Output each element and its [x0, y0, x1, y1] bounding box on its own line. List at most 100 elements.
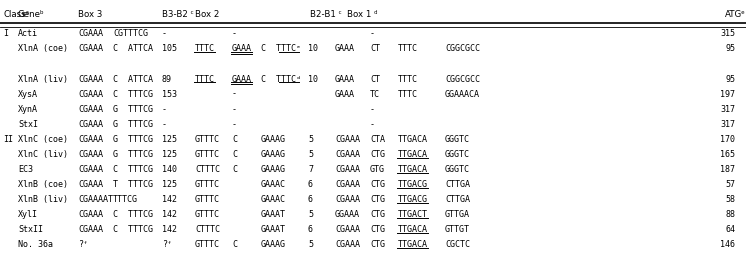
Text: 10: 10 [308, 75, 318, 83]
Text: Geneᵇ: Geneᵇ [18, 10, 45, 19]
Text: CGAAA: CGAAA [335, 225, 360, 234]
Text: 125: 125 [162, 135, 177, 144]
Text: CTTTC: CTTTC [195, 225, 220, 234]
Text: GAAA: GAAA [335, 44, 355, 53]
Text: 317: 317 [720, 105, 735, 114]
Text: GGAAA: GGAAA [335, 210, 360, 219]
Text: C: C [232, 135, 237, 144]
Text: 165: 165 [720, 150, 735, 159]
Text: GGGTC: GGGTC [445, 135, 470, 144]
Text: G  TTTCG: G TTTCG [113, 105, 153, 114]
Text: CGAAAAT: CGAAAAT [78, 195, 113, 204]
Text: 89: 89 [162, 75, 172, 83]
Text: TTGACA: TTGACA [398, 135, 428, 144]
Text: B2-B1 ᶜ: B2-B1 ᶜ [310, 10, 342, 19]
Text: C  ATTCA: C ATTCA [113, 75, 153, 83]
Text: CGAAA: CGAAA [335, 135, 360, 144]
Text: EC3: EC3 [18, 165, 33, 174]
Text: CTTGA: CTTGA [445, 180, 470, 189]
Text: TTGACA: TTGACA [398, 165, 428, 174]
Text: GAAAG: GAAAG [261, 240, 286, 249]
Text: XlnA (coe): XlnA (coe) [18, 44, 68, 53]
Text: C  TTTCG: C TTTCG [113, 165, 153, 174]
Text: CGAAA: CGAAA [78, 90, 103, 99]
Text: 315: 315 [720, 29, 735, 38]
Text: GTTGA: GTTGA [445, 210, 470, 219]
Text: CTA: CTA [370, 135, 385, 144]
Text: XlnC (liv): XlnC (liv) [18, 150, 68, 159]
Text: 140: 140 [162, 165, 177, 174]
Text: CTG: CTG [370, 240, 385, 249]
Text: GTTTC: GTTTC [195, 135, 220, 144]
Text: 6: 6 [308, 195, 313, 204]
Text: CGAAA: CGAAA [78, 105, 103, 114]
Text: TTTC: TTTC [398, 44, 418, 53]
Text: CGAAA: CGAAA [78, 135, 103, 144]
Text: GTTGT: GTTGT [445, 225, 470, 234]
Text: -: - [232, 105, 237, 114]
Text: CTG: CTG [370, 180, 385, 189]
Text: CGAAA: CGAAA [78, 180, 103, 189]
Text: G  TTTCG: G TTTCG [113, 135, 153, 144]
Text: GAAAT: GAAAT [261, 210, 286, 219]
Text: CGAAA: CGAAA [78, 150, 103, 159]
Text: CGAAA: CGAAA [335, 180, 360, 189]
Text: GGAAACA: GGAAACA [445, 90, 480, 99]
Text: 6: 6 [308, 180, 313, 189]
Text: CTG: CTG [370, 210, 385, 219]
Text: 7: 7 [308, 165, 313, 174]
Text: TTGACA: TTGACA [398, 240, 428, 249]
Text: 95: 95 [725, 75, 735, 83]
Text: I: I [3, 29, 8, 38]
Text: Acti: Acti [18, 29, 38, 38]
Text: XysA: XysA [18, 90, 38, 99]
Text: GAAA: GAAA [232, 75, 252, 83]
Text: 5: 5 [308, 135, 313, 144]
Text: StxI: StxI [18, 120, 38, 129]
Text: TTGACG: TTGACG [398, 180, 428, 189]
Text: GTTTC: GTTTC [195, 240, 220, 249]
Text: 10: 10 [308, 44, 318, 53]
Text: -: - [162, 29, 167, 38]
Text: TTTC: TTTC [398, 90, 418, 99]
Text: CGAAA: CGAAA [78, 225, 103, 234]
Text: 5: 5 [308, 240, 313, 249]
Text: CT: CT [370, 44, 380, 53]
Text: C  ATTCA: C ATTCA [113, 44, 153, 53]
Text: XlnB (coe): XlnB (coe) [18, 180, 68, 189]
Text: GAAA: GAAA [335, 75, 355, 83]
Text: TTGACA: TTGACA [398, 150, 428, 159]
Text: G  TTTCG: G TTTCG [113, 150, 153, 159]
Text: GAAA: GAAA [335, 90, 355, 99]
Text: TTGACA: TTGACA [398, 225, 428, 234]
Text: C  TTTCᵈ: C TTTCᵈ [261, 75, 301, 83]
Text: II: II [3, 135, 13, 144]
Text: -: - [162, 120, 167, 129]
Text: CGAAA: CGAAA [335, 165, 360, 174]
Text: CGAAA: CGAAA [78, 120, 103, 129]
Text: Classᵃ: Classᵃ [3, 10, 29, 19]
Text: 142: 142 [162, 225, 177, 234]
Text: C  TTTCᵉ: C TTTCᵉ [261, 44, 301, 53]
Text: 125: 125 [162, 180, 177, 189]
Text: TC: TC [370, 90, 380, 99]
Text: CGAAA: CGAAA [78, 165, 103, 174]
Text: TTGACG: TTGACG [398, 195, 428, 204]
Text: XylI: XylI [18, 210, 38, 219]
Text: CTTTC: CTTTC [195, 165, 220, 174]
Text: C  TTTCG: C TTTCG [113, 225, 153, 234]
Text: CGGCGCC: CGGCGCC [445, 75, 480, 83]
Text: C: C [232, 165, 237, 174]
Text: XlnB (liv): XlnB (liv) [18, 195, 68, 204]
Text: B3-B2 ᶜ: B3-B2 ᶜ [162, 10, 194, 19]
Text: GAAAC: GAAAC [261, 195, 286, 204]
Text: XlnA (liv): XlnA (liv) [18, 75, 68, 83]
Text: -: - [162, 105, 167, 114]
Text: XlnC (coe): XlnC (coe) [18, 135, 68, 144]
Text: GTTTC: GTTTC [195, 180, 220, 189]
Text: CGAAA: CGAAA [335, 240, 360, 249]
Text: CGAAA: CGAAA [78, 210, 103, 219]
Text: No. 36a: No. 36a [18, 240, 53, 249]
Text: 64: 64 [725, 225, 735, 234]
Text: GTTTC: GTTTC [195, 210, 220, 219]
